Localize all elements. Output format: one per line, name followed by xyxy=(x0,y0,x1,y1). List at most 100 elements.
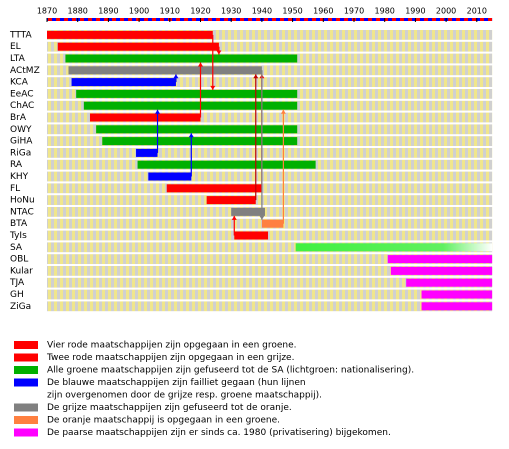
bar xyxy=(166,184,262,193)
legend-text: De blauwe maatschappijen zijn failliet g… xyxy=(47,378,306,388)
row-background xyxy=(47,230,493,241)
row-background xyxy=(47,207,493,217)
merge-arrow xyxy=(253,74,259,79)
x-tick-label: 1960 xyxy=(313,7,333,16)
legend-text: De grijze maatschappijen zijn gefuseerd … xyxy=(47,403,292,413)
legend-text: zijn overgenomen door de grijze resp. gr… xyxy=(47,391,322,401)
bar xyxy=(406,278,493,287)
merge-arrow xyxy=(155,109,161,114)
row-label: OBL xyxy=(10,255,28,265)
legend-text: Alle groene maatschappijen zijn gefuseer… xyxy=(47,366,414,376)
bar xyxy=(387,255,493,264)
bar xyxy=(71,78,176,87)
legend-swatch xyxy=(14,341,38,349)
row-background xyxy=(47,301,493,312)
row-label: TJA xyxy=(9,278,25,288)
bar xyxy=(96,125,298,134)
row-label: ChAC xyxy=(10,101,34,111)
bar xyxy=(83,101,298,110)
x-tick-label: 1890 xyxy=(98,7,118,16)
x-tick-label: 1950 xyxy=(282,7,302,16)
x-tick-label: 1920 xyxy=(190,7,210,16)
merge-arrow xyxy=(259,215,265,220)
merge-arrow xyxy=(231,215,237,220)
row-background xyxy=(47,277,493,288)
bar xyxy=(421,290,493,299)
merge-arrow xyxy=(198,62,203,67)
row-label: EeAC xyxy=(10,89,34,99)
row-label: FL xyxy=(10,184,20,194)
bar xyxy=(89,113,201,122)
bar xyxy=(76,89,298,98)
row-label: HoNu xyxy=(10,196,35,206)
x-tick-label: 1930 xyxy=(221,7,241,16)
row-label: RA xyxy=(10,160,23,170)
merge-arrow xyxy=(210,85,216,90)
legend-text: Twee rode maatschappijen zijn opgegaan i… xyxy=(46,353,294,363)
row-background xyxy=(47,112,493,123)
row-background xyxy=(47,266,493,276)
x-tick-label: 2000 xyxy=(436,7,456,16)
x-tick-label: 1940 xyxy=(252,7,272,16)
row-label: OWY xyxy=(10,125,32,135)
legend-swatch xyxy=(14,403,38,412)
bar xyxy=(261,219,284,228)
bar xyxy=(102,137,298,146)
row-label: TyIs xyxy=(9,231,27,241)
row-label: Kular xyxy=(10,266,33,276)
bar xyxy=(390,266,493,275)
row-label: GH xyxy=(10,290,24,300)
legend-swatch xyxy=(14,378,38,387)
row-label: ZiGa xyxy=(10,302,31,312)
bar xyxy=(148,172,192,181)
bar xyxy=(137,160,316,169)
row-label: BrA xyxy=(10,113,27,123)
bar xyxy=(68,66,262,75)
x-tick-label: 1880 xyxy=(68,7,88,16)
row-background xyxy=(47,65,493,76)
row-label: EL xyxy=(10,42,21,52)
x-tick-label: 1910 xyxy=(160,7,180,16)
row-label: BTA xyxy=(10,219,28,229)
bar xyxy=(295,243,493,252)
row-background xyxy=(47,148,493,158)
bar xyxy=(234,231,269,240)
bar xyxy=(57,42,219,51)
row-label: RiGa xyxy=(10,148,31,158)
row-label: GiHA xyxy=(10,137,33,147)
row-background xyxy=(47,171,493,182)
bar xyxy=(421,302,493,311)
x-tick-label: 1870 xyxy=(37,7,57,16)
row-label: KHY xyxy=(10,172,29,182)
bar xyxy=(231,207,265,216)
x-tick-label: 1970 xyxy=(344,7,364,16)
row-background xyxy=(47,183,493,194)
legend-swatch xyxy=(14,428,38,437)
row-background xyxy=(47,77,493,87)
x-tick-label: 1900 xyxy=(129,7,149,16)
legend-text: De paarse maatschappijen zijn er sinds c… xyxy=(47,428,391,438)
merge-arrow xyxy=(280,109,286,114)
merge-arrow xyxy=(173,74,179,79)
bar xyxy=(65,54,298,63)
axis-line xyxy=(47,18,493,21)
merge-arrow xyxy=(188,133,194,138)
row-background xyxy=(47,195,493,205)
row-label: ACtMZ xyxy=(10,66,40,76)
row-background xyxy=(47,242,493,253)
merge-arrow xyxy=(216,50,222,55)
legend-swatch xyxy=(14,366,38,374)
row-label: KCA xyxy=(10,78,29,88)
x-tick-label: 1980 xyxy=(375,7,395,16)
x-tick-label: 2010 xyxy=(467,7,487,16)
bar xyxy=(47,30,213,39)
row-label: NTAC xyxy=(10,207,34,217)
bar xyxy=(206,196,256,205)
bar xyxy=(136,148,158,157)
row-label: SA xyxy=(10,243,23,253)
x-tick-label: 1990 xyxy=(405,7,425,16)
row-background xyxy=(47,30,493,40)
row-background xyxy=(47,289,493,300)
row-label: TTTA xyxy=(9,30,32,40)
